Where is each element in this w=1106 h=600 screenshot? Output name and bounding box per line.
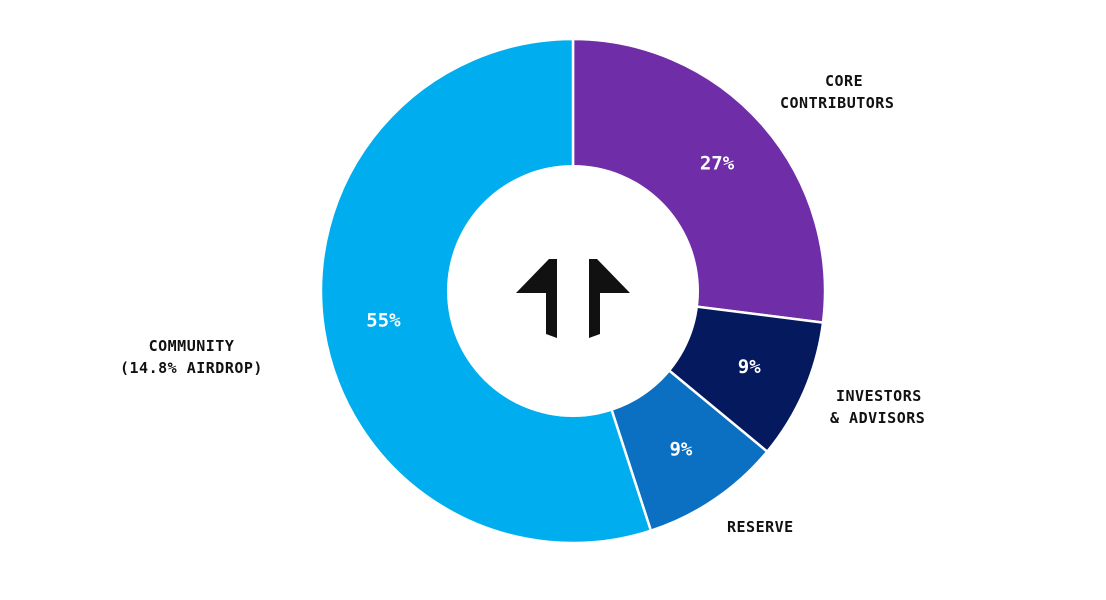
data-label-community: 55% [366, 310, 401, 332]
label-reserve: RESERVE [727, 516, 794, 538]
label-community: COMMUNITY (14.8% AIRDROP) [120, 335, 263, 379]
label-line: CONTRIBUTORS [780, 94, 895, 112]
label-core-contributors: CORE CONTRIBUTORS [780, 70, 894, 114]
label-line: (14.8% AIRDROP) [120, 359, 263, 377]
data-label-core-contributors: 27% [700, 153, 735, 175]
double-arrow-up-logo-icon [516, 259, 630, 338]
data-label-investors-advisors: 9% [738, 356, 761, 378]
label-line: RESERVE [727, 518, 794, 536]
label-line: COMMUNITY [148, 337, 235, 355]
data-labels: 27% 9% 9% 55% [366, 153, 761, 461]
data-label-reserve: 9% [669, 438, 692, 460]
label-investors-advisors: INVESTORS & ADVISORS [830, 385, 925, 429]
label-line: CORE [825, 72, 864, 90]
label-line: & ADVISORS [830, 409, 926, 427]
label-line: INVESTORS [836, 387, 922, 405]
donut-hole [447, 165, 699, 417]
